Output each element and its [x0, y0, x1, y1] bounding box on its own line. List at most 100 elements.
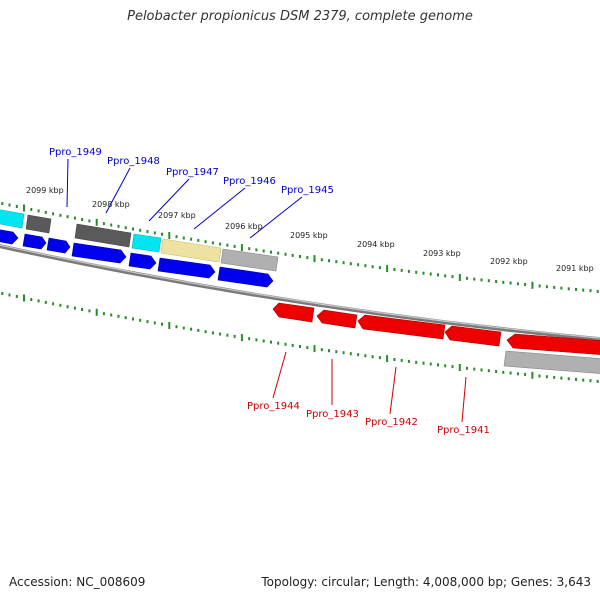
- tick-row-lower: [1, 292, 599, 383]
- minor-tick: [320, 258, 323, 262]
- minor-tick: [81, 218, 84, 221]
- minor-tick: [233, 244, 236, 248]
- minor-tick: [124, 316, 127, 320]
- leader-line: [148, 178, 190, 222]
- gene-arrow-forward[interactable]: [217, 266, 274, 288]
- gene-arrow-forward[interactable]: [46, 237, 71, 254]
- minor-tick: [88, 309, 91, 313]
- kbp-label: 2096 kbp: [225, 222, 263, 231]
- minor-tick: [161, 322, 163, 326]
- major-tick: [240, 244, 243, 252]
- major-tick: [240, 334, 243, 342]
- minor-tick: [139, 228, 142, 232]
- leader-line: [389, 366, 397, 415]
- minor-tick: [248, 247, 251, 251]
- gene-label-ppro-1949[interactable]: Ppro_1949: [49, 147, 102, 158]
- minor-tick: [466, 366, 468, 370]
- minor-tick: [451, 365, 454, 369]
- minor-tick: [52, 212, 55, 216]
- minor-tick: [255, 338, 258, 342]
- minor-tick: [349, 262, 352, 266]
- gene-arrow-reverse[interactable]: [316, 309, 358, 329]
- minor-tick: [437, 273, 439, 277]
- minor-tick: [146, 320, 149, 324]
- minor-tick: [371, 355, 374, 359]
- minor-tick: [378, 356, 381, 360]
- minor-tick: [524, 283, 527, 286]
- kbp-label: 2093 kbp: [423, 249, 461, 258]
- minor-tick: [473, 367, 476, 371]
- gene-label-ppro-1948[interactable]: Ppro_1948: [107, 156, 160, 167]
- gene-label-ppro-1943[interactable]: Ppro_1943: [306, 409, 359, 420]
- gene-label-ppro-1941[interactable]: Ppro_1941: [437, 425, 490, 436]
- minor-tick: [81, 308, 84, 311]
- minor-tick: [59, 213, 62, 217]
- minor-tick: [211, 241, 214, 245]
- kbp-label: 2099 kbp: [26, 186, 64, 195]
- kbp-label: 2095 kbp: [290, 231, 328, 240]
- minor-tick: [502, 370, 505, 374]
- gene-label-ppro-1942[interactable]: Ppro_1942: [365, 417, 418, 428]
- major-tick: [313, 255, 316, 263]
- minor-tick: [262, 249, 265, 253]
- major-tick: [23, 204, 25, 212]
- minor-tick: [132, 227, 134, 231]
- feature-dark-gray[interactable]: [25, 214, 52, 234]
- minor-tick: [277, 341, 280, 345]
- gene-arrow-forward[interactable]: [22, 233, 47, 250]
- gene-label-ppro-1945[interactable]: Ppro_1945: [281, 185, 334, 196]
- gene-arrow-forward[interactable]: [157, 257, 216, 279]
- minor-tick: [219, 332, 222, 336]
- genome-backbone: [0, 244, 600, 342]
- minor-tick: [255, 248, 258, 252]
- minor-tick: [400, 358, 403, 362]
- gene-label-ppro-1947[interactable]: Ppro_1947: [166, 167, 219, 178]
- feature-cyan[interactable]: [131, 233, 162, 253]
- minor-tick: [59, 303, 62, 307]
- minor-tick: [190, 327, 193, 331]
- major-tick: [95, 218, 98, 226]
- minor-tick: [480, 368, 483, 372]
- minor-tick: [233, 334, 236, 338]
- minor-tick: [371, 265, 374, 269]
- minor-tick: [596, 289, 599, 293]
- minor-tick: [204, 240, 207, 244]
- gene-arrow-reverse[interactable]: [357, 314, 446, 340]
- gene-arrow-forward[interactable]: [0, 229, 19, 245]
- minor-tick: [30, 208, 33, 211]
- gene-label-ppro-1944[interactable]: Ppro_1944: [247, 401, 300, 412]
- minor-tick: [335, 350, 338, 354]
- minor-tick: [466, 276, 468, 280]
- accession-text: Accession: NC_008609: [9, 575, 146, 589]
- minor-tick: [1, 292, 4, 295]
- minor-tick: [400, 268, 403, 272]
- feature-light-gray[interactable]: [220, 248, 279, 272]
- minor-tick: [204, 330, 207, 334]
- minor-tick: [139, 318, 142, 322]
- gene-arrow-reverse[interactable]: [272, 302, 315, 323]
- minor-tick: [342, 351, 345, 355]
- major-tick: [95, 308, 98, 316]
- minor-tick: [37, 209, 40, 213]
- minor-tick: [567, 377, 570, 381]
- minor-tick: [429, 272, 432, 276]
- kbp-label: 2091 kbp: [556, 264, 594, 273]
- minor-tick: [415, 270, 418, 274]
- minor-tick: [545, 285, 548, 289]
- gene-arrow-forward[interactable]: [71, 242, 127, 264]
- feature-dark-gray[interactable]: [74, 223, 132, 248]
- minor-tick: [364, 354, 367, 358]
- gene-label-ppro-1946[interactable]: Ppro_1946: [223, 176, 276, 187]
- minor-tick: [335, 260, 338, 264]
- gene-arrow-forward[interactable]: [128, 252, 157, 270]
- feature-khaki[interactable]: [160, 238, 222, 263]
- feature-light-gray[interactable]: [503, 350, 600, 374]
- minor-tick: [487, 369, 490, 373]
- feature-cyan[interactable]: [0, 209, 25, 229]
- minor-tick: [495, 370, 498, 373]
- gene-arrow-reverse[interactable]: [506, 333, 600, 355]
- gene-arrow-reverse[interactable]: [444, 325, 502, 347]
- minor-tick: [422, 361, 425, 365]
- minor-tick: [175, 235, 178, 239]
